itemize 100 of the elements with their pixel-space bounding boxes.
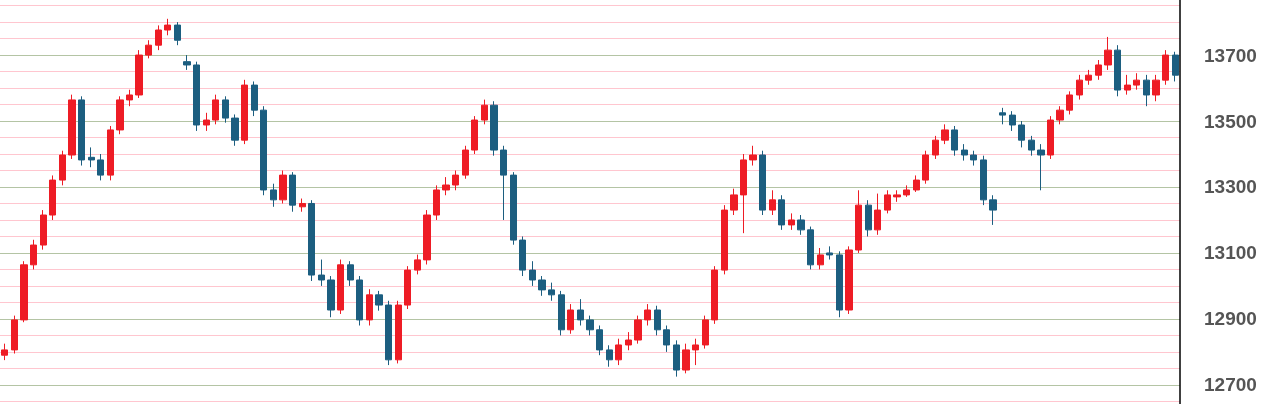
y-tick-label: 12900 xyxy=(1204,308,1257,330)
candlestick xyxy=(231,113,239,147)
candlestick xyxy=(1152,74,1160,102)
candlestick xyxy=(788,212,795,231)
candlestick xyxy=(941,123,949,145)
candlestick xyxy=(1056,105,1064,125)
candlestick xyxy=(932,135,939,160)
candlestick xyxy=(1124,74,1131,96)
candlestick xyxy=(366,288,373,327)
candlestick xyxy=(817,247,824,270)
candlestick xyxy=(615,338,622,366)
candlestick xyxy=(327,275,335,318)
candlestick xyxy=(289,171,296,213)
candlestick xyxy=(135,49,143,99)
candlestick xyxy=(500,145,507,221)
candlestick xyxy=(49,174,56,221)
candlestick xyxy=(1143,74,1150,107)
candlestick xyxy=(471,115,478,155)
candlestick xyxy=(395,300,402,364)
candlestick xyxy=(1037,143,1045,191)
candlestick xyxy=(1133,72,1140,91)
candlestick xyxy=(68,94,76,160)
candlestick xyxy=(634,315,642,345)
candlestick xyxy=(347,260,354,287)
candlestick xyxy=(1018,120,1025,148)
candlestick xyxy=(423,209,431,265)
candlestick xyxy=(740,153,747,234)
candlestick xyxy=(903,184,910,198)
candlestick xyxy=(961,143,968,162)
candlestick xyxy=(922,150,929,185)
candlestick xyxy=(1085,69,1092,86)
candlestick xyxy=(1162,49,1169,86)
candlestick xyxy=(1028,135,1035,157)
candlestick xyxy=(145,39,152,59)
candlestick xyxy=(865,199,872,237)
candlestick xyxy=(260,105,267,196)
candlestick xyxy=(673,339,680,378)
candlestick xyxy=(625,331,632,351)
candlestick xyxy=(116,95,124,135)
candlestick xyxy=(11,315,18,355)
candlestick xyxy=(913,174,920,193)
candlestick xyxy=(797,214,805,236)
y-tick-label: 13300 xyxy=(1204,176,1257,198)
candlestick xyxy=(567,303,574,335)
candlestick xyxy=(88,146,95,168)
candlestick xyxy=(548,282,555,302)
candlestick xyxy=(375,290,383,312)
candlestick xyxy=(1095,59,1102,81)
candlestick xyxy=(606,344,613,368)
candlestick xyxy=(951,125,958,157)
candlestick xyxy=(251,80,258,117)
candlestick xyxy=(490,100,498,157)
candlestick xyxy=(433,184,440,221)
candlestick xyxy=(644,303,651,327)
candlestick xyxy=(193,61,200,132)
candlestick xyxy=(730,188,738,216)
candlestick xyxy=(414,254,421,275)
candlestick xyxy=(385,300,392,366)
candlestick xyxy=(97,153,104,181)
candlestick xyxy=(980,155,987,206)
candlestick xyxy=(807,226,814,270)
y-tick-label: 13500 xyxy=(1204,110,1257,132)
candlestick xyxy=(884,189,891,214)
candlestick xyxy=(404,265,411,310)
candlestick xyxy=(702,315,709,350)
candlestick xyxy=(59,150,66,186)
candlestick xyxy=(826,245,833,261)
candlestick xyxy=(78,95,85,167)
candlestick xyxy=(222,95,229,124)
candlestick xyxy=(1009,110,1016,132)
candlestick xyxy=(558,290,565,336)
candlestick xyxy=(299,198,306,213)
candlestick xyxy=(107,125,114,181)
candlestick xyxy=(519,235,526,277)
candlestick xyxy=(970,150,977,167)
candlestick xyxy=(20,260,28,323)
candlestick xyxy=(510,171,517,246)
candlestick xyxy=(989,194,997,226)
candlestick xyxy=(40,209,47,251)
candlestick xyxy=(682,343,690,374)
candlestick xyxy=(337,259,344,315)
candlestick xyxy=(759,150,766,216)
candlestick xyxy=(778,194,785,231)
candlestick xyxy=(481,99,488,125)
candlestick xyxy=(711,265,718,325)
candlestick xyxy=(1172,51,1179,82)
candlestick xyxy=(663,325,670,353)
candlestick xyxy=(30,239,37,270)
candlestick xyxy=(721,204,728,275)
candlestick xyxy=(126,89,133,107)
candlestick xyxy=(270,183,277,208)
candlestick xyxy=(212,94,219,125)
candlestick xyxy=(586,315,594,336)
candlestick xyxy=(183,54,191,71)
candlestick xyxy=(164,18,171,36)
candlestick xyxy=(1066,90,1073,115)
candlestick xyxy=(1076,74,1083,101)
candlestick xyxy=(203,112,210,132)
candlestick xyxy=(174,21,181,46)
candlestick xyxy=(356,275,363,327)
